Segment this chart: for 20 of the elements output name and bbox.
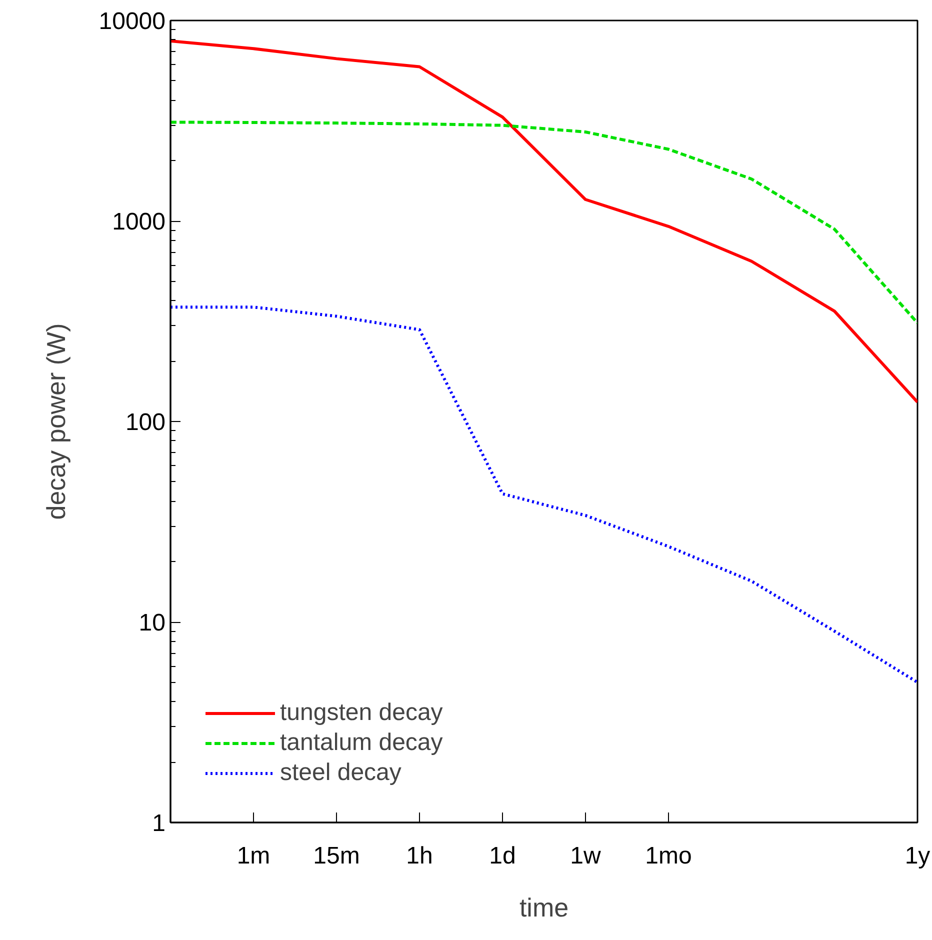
y-axis-title: decay power (W) xyxy=(40,323,71,520)
line-series xyxy=(170,306,918,684)
x-tick-label: 1mo xyxy=(645,842,692,870)
y-tick-label: 1 xyxy=(152,810,166,837)
x-tick-label: 1m xyxy=(236,842,270,870)
y-tick-label: 100 xyxy=(125,409,166,436)
y-tick-label: 10 xyxy=(138,610,166,636)
x-tick-label: 15m xyxy=(313,842,360,870)
y-tick-label: 1000 xyxy=(112,208,166,236)
line-series xyxy=(170,120,918,324)
x-tick-label: 1d xyxy=(489,842,516,870)
x-axis-title: time xyxy=(519,892,569,922)
legend-label: steel decay xyxy=(280,759,402,787)
legend-label: tantalum decay xyxy=(280,729,443,757)
x-tick-label: 1h xyxy=(406,842,433,870)
y-tick-label: 10000 xyxy=(98,8,166,35)
legend-label: tungsten decay xyxy=(280,699,443,727)
line-series xyxy=(170,40,918,404)
x-tick-label: 1w xyxy=(570,842,602,870)
x-tick-label: 1y xyxy=(904,842,930,870)
